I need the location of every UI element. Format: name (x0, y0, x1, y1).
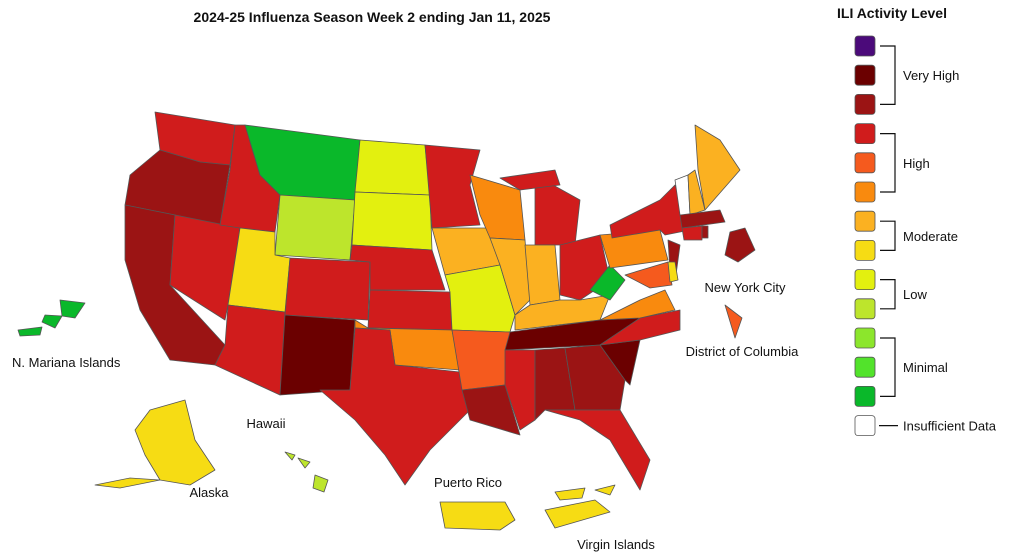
legend-swatch (854, 356, 876, 378)
legend-label: Very High (903, 68, 959, 83)
legend-bracket (880, 279, 896, 310)
legend-bracket (880, 220, 896, 251)
legend-label: Moderate (903, 229, 958, 244)
legend-swatch (854, 385, 876, 407)
legend-swatch (854, 64, 876, 86)
legend-swatch (854, 269, 876, 291)
legend-swatch (854, 298, 876, 320)
region-label: N. Mariana Islands (12, 355, 121, 370)
region-label: Alaska (189, 485, 229, 500)
states (17, 111, 756, 531)
legend-title: ILI Activity Level (837, 5, 947, 21)
legend-bracket (880, 45, 896, 105)
legend-swatch (854, 239, 876, 261)
region-label: District of Columbia (686, 344, 799, 359)
legend-label: Minimal (903, 360, 948, 375)
map-title: 2024-25 Influenza Season Week 2 ending J… (194, 9, 551, 25)
legend-swatch (854, 210, 876, 232)
legend-swatch (854, 123, 876, 144)
legend-swatch (854, 181, 876, 203)
region-label: New York City (705, 280, 786, 295)
region-label: Hawaii (246, 416, 285, 431)
legend-bracket (880, 133, 896, 193)
legend: ILI Activity Level Very High High Moderate… (837, 5, 997, 437)
legend-label: Low (903, 287, 927, 302)
legend-swatch (854, 327, 876, 349)
legend-swatch (854, 35, 876, 57)
region-label: Virgin Islands (577, 537, 655, 552)
legend-swatch (854, 152, 876, 174)
legend-label: High (903, 156, 930, 171)
legend-swatch (854, 94, 876, 115)
legend-label: Insufficient Data (903, 419, 997, 434)
legend-bracket (880, 337, 896, 397)
region-label: Puerto Rico (434, 475, 502, 490)
legend-swatch (854, 415, 876, 437)
